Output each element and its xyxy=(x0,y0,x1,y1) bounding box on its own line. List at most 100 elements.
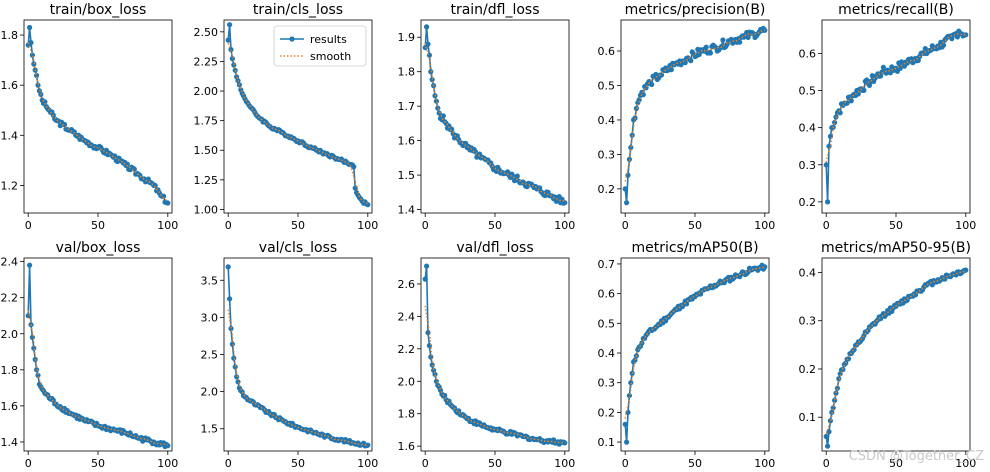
y-tick-label: 0.4 xyxy=(598,114,616,127)
y-tick-label: 2.0 xyxy=(1,328,19,341)
y-tick-label: 3.5 xyxy=(201,274,219,287)
results-line xyxy=(227,266,369,447)
y-tick-label: 0.2 xyxy=(799,196,817,209)
results-point xyxy=(940,42,947,48)
y-tick-label: 1.4 xyxy=(398,204,416,217)
y-tick-label: 2.0 xyxy=(201,386,219,399)
y-tick-label: 1.6 xyxy=(398,440,416,453)
results-point xyxy=(27,262,33,268)
x-tick-label: 100 xyxy=(955,219,976,232)
y-tick-label: 2.6 xyxy=(398,278,416,291)
results-point xyxy=(834,385,841,391)
subplot-5: val/box_loss 1.4 1.6 1.8 2.0 2.2 2.4 0 50 100 xyxy=(1,240,179,470)
results-point xyxy=(131,166,137,172)
results-point xyxy=(429,77,435,83)
subplot-3: metrics/precision(B) 0.2 0.3 0.4 0.5 0.6 0 50 10… xyxy=(598,2,776,232)
results-point xyxy=(425,41,431,47)
legend: results smooth xyxy=(273,25,367,67)
x-tick-label: 0 xyxy=(225,219,232,232)
y-tick-label: 1.75 xyxy=(194,115,219,128)
x-tick-label: 0 xyxy=(823,457,830,470)
results-point xyxy=(825,443,831,449)
x-tick-label: 0 xyxy=(422,219,429,232)
results-point xyxy=(227,296,233,302)
results-point xyxy=(29,52,35,58)
y-tick-label: 1.5 xyxy=(398,169,416,182)
results-line xyxy=(27,27,168,204)
results-point xyxy=(227,22,233,28)
y-tick-label: 1.8 xyxy=(398,66,416,79)
y-tick-label: 0.2 xyxy=(598,183,616,196)
results-point xyxy=(429,362,435,368)
y-tick-label: 1.50 xyxy=(194,144,219,157)
results-point xyxy=(844,100,850,106)
y-tick-label: 0.6 xyxy=(598,288,616,301)
results-point xyxy=(832,397,838,403)
x-tick-label: 50 xyxy=(91,219,105,232)
results-point xyxy=(640,92,646,98)
results-point xyxy=(432,371,438,377)
x-tick-label: 0 xyxy=(25,219,32,232)
results-point xyxy=(848,98,854,104)
results-point xyxy=(351,164,357,170)
results-point xyxy=(836,376,842,382)
legend-box xyxy=(273,25,367,67)
results-point xyxy=(832,119,838,126)
y-tick-label: 1.5 xyxy=(201,423,219,436)
results-point xyxy=(422,45,428,51)
y-tick-label: 0.3 xyxy=(799,159,817,172)
results-point xyxy=(165,200,171,206)
y-tick-label: 1.6 xyxy=(1,400,19,413)
x-tick-label: 50 xyxy=(291,457,305,470)
y-tick-label: 1.7 xyxy=(398,100,416,113)
results-point xyxy=(703,44,709,50)
plot-frame xyxy=(223,19,373,214)
results-point xyxy=(35,82,41,88)
x-tick-label: 50 xyxy=(291,219,305,232)
y-tick-label: 0.6 xyxy=(598,45,616,58)
subplot-2: train/dfl_loss 1.4 1.5 1.6 1.7 1.8 1.9 0 50 100 xyxy=(398,2,576,232)
x-tick-label: 50 xyxy=(688,457,702,470)
y-tick-label: 2.00 xyxy=(194,85,219,98)
results-point xyxy=(668,67,674,73)
results-point xyxy=(34,72,40,79)
y-tick-label: 0.2 xyxy=(598,406,616,419)
y-tick-label: 1.6 xyxy=(398,135,416,148)
y-tick-label: 2.4 xyxy=(398,310,416,323)
results-point xyxy=(365,442,371,448)
y-tick-label: 2.25 xyxy=(194,55,219,68)
plot-frame xyxy=(420,257,570,452)
subplot-8: metrics/mAP50(B) 0.1 0.2 0.3 0.4 0.5 0.6 0.7 0 50… xyxy=(598,240,776,470)
subplot-title: train/box_loss xyxy=(50,2,147,18)
results-point xyxy=(833,390,839,396)
results-point xyxy=(825,199,831,205)
results-point xyxy=(433,98,439,104)
x-tick-label: 100 xyxy=(357,457,378,470)
results-point xyxy=(34,367,40,373)
results-point xyxy=(745,34,751,41)
results-point xyxy=(830,405,836,411)
plot-frame xyxy=(23,19,173,214)
results-point xyxy=(449,126,455,132)
results-point xyxy=(440,113,446,119)
x-tick-label: 0 xyxy=(25,457,32,470)
smooth-line xyxy=(825,270,967,435)
results-point xyxy=(27,24,33,31)
y-tick-label: 0.2 xyxy=(799,363,817,376)
y-tick-label: 0.4 xyxy=(799,266,817,279)
y-tick-label: 0.1 xyxy=(799,411,817,424)
y-tick-label: 0.6 xyxy=(799,47,817,60)
subplot-7: val/dfl_loss 1.6 1.8 2.0 2.2 2.4 2.6 0 50 100 xyxy=(398,240,576,470)
results-point xyxy=(866,82,873,88)
y-tick-label: 0.5 xyxy=(598,317,616,330)
plot-frame xyxy=(821,19,971,214)
results-point xyxy=(124,161,130,167)
subplot-title: metrics/mAP50(B) xyxy=(631,240,758,256)
results-point xyxy=(649,81,655,88)
x-tick-label: 0 xyxy=(622,457,629,470)
plot-frame xyxy=(620,257,770,452)
plot-frame xyxy=(821,257,971,452)
results-point xyxy=(688,58,694,64)
y-tick-label: 0.4 xyxy=(799,122,817,135)
